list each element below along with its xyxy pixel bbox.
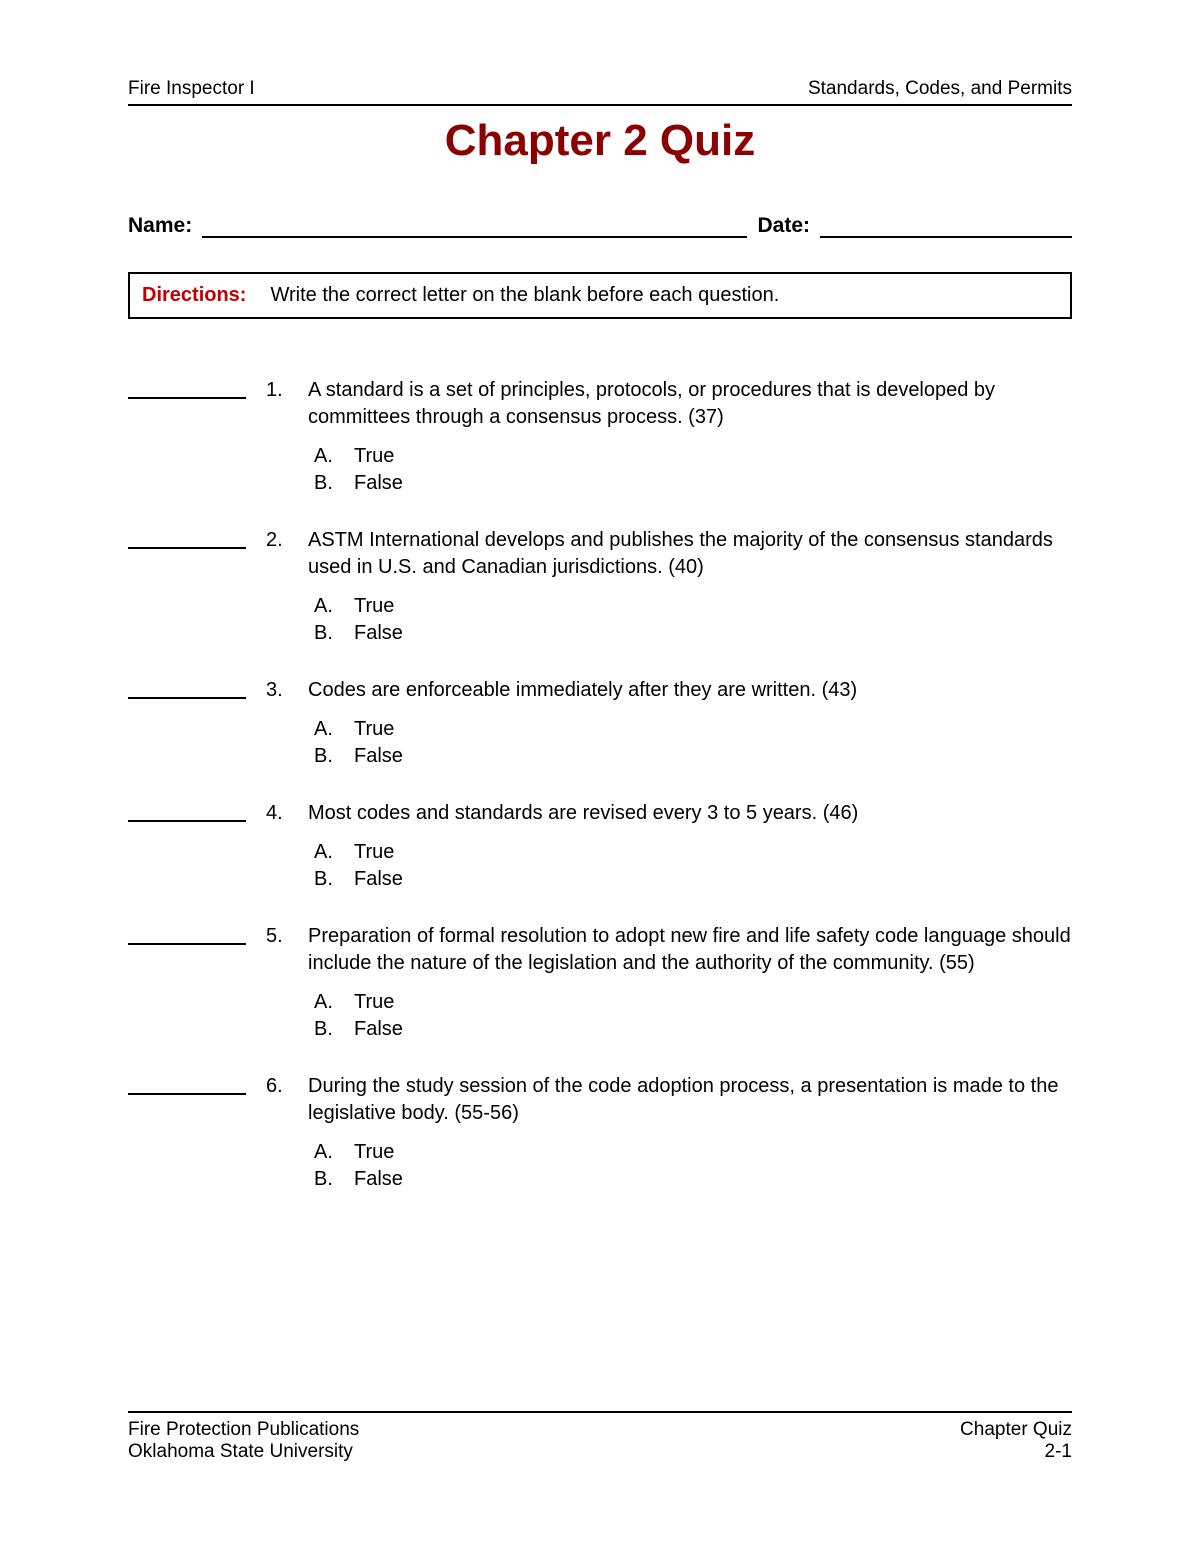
header-right: Standards, Codes, and Permits <box>808 78 1072 100</box>
option-a: A.True <box>314 989 1072 1016</box>
footer-section: Chapter Quiz <box>960 1419 1072 1441</box>
question-options: A.True B.False <box>308 1139 1072 1193</box>
option-text: True <box>354 716 394 743</box>
question-number: 4. <box>266 800 308 893</box>
answer-blank[interactable] <box>128 679 246 699</box>
question-item: 6. During the study session of the code … <box>128 1073 1072 1193</box>
option-b: B.False <box>314 1166 1072 1193</box>
answer-blank[interactable] <box>128 925 246 945</box>
footer-publisher: Fire Protection Publications <box>128 1419 359 1441</box>
option-b: B.False <box>314 620 1072 647</box>
option-text: False <box>354 620 403 647</box>
option-letter: A. <box>314 989 354 1016</box>
footer-university: Oklahoma State University <box>128 1441 359 1463</box>
option-b: B.False <box>314 866 1072 893</box>
option-letter: A. <box>314 1139 354 1166</box>
question-text: A standard is a set of principles, proto… <box>308 377 1072 431</box>
option-letter: B. <box>314 1016 354 1043</box>
option-a: A.True <box>314 716 1072 743</box>
answer-blank[interactable] <box>128 529 246 549</box>
quiz-title: Chapter 2 Quiz <box>128 116 1072 166</box>
question-options: A.True B.False <box>308 716 1072 770</box>
question-text: Codes are enforceable immediately after … <box>308 677 1072 704</box>
question-text: Most codes and standards are revised eve… <box>308 800 1072 827</box>
question-item: 5. Preparation of formal resolution to a… <box>128 923 1072 1043</box>
option-a: A.True <box>314 1139 1072 1166</box>
answer-blank[interactable] <box>128 379 246 399</box>
option-letter: B. <box>314 620 354 647</box>
option-text: True <box>354 1139 394 1166</box>
directions-box: Directions: Write the correct letter on … <box>128 272 1072 319</box>
header-left: Fire Inspector I <box>128 78 255 100</box>
question-number: 6. <box>266 1073 308 1193</box>
question-item: 2. ASTM International develops and publi… <box>128 527 1072 647</box>
option-letter: A. <box>314 716 354 743</box>
option-b: B.False <box>314 470 1072 497</box>
option-letter: B. <box>314 743 354 770</box>
footer-page-number: 2-1 <box>960 1441 1072 1463</box>
option-letter: A. <box>314 839 354 866</box>
option-text: True <box>354 839 394 866</box>
question-text: ASTM International develops and publishe… <box>308 527 1072 581</box>
question-options: A.True B.False <box>308 593 1072 647</box>
name-date-row: Name: Date: <box>128 214 1072 238</box>
date-label: Date: <box>757 214 810 238</box>
question-options: A.True B.False <box>308 443 1072 497</box>
question-item: 3. Codes are enforceable immediately aft… <box>128 677 1072 770</box>
question-number: 3. <box>266 677 308 770</box>
name-label: Name: <box>128 214 192 238</box>
option-text: True <box>354 989 394 1016</box>
option-b: B.False <box>314 1016 1072 1043</box>
questions-list: 1. A standard is a set of principles, pr… <box>128 377 1072 1193</box>
question-text: During the study session of the code ado… <box>308 1073 1072 1127</box>
answer-blank[interactable] <box>128 1075 246 1095</box>
question-item: 1. A standard is a set of principles, pr… <box>128 377 1072 497</box>
option-a: A.True <box>314 593 1072 620</box>
option-letter: B. <box>314 866 354 893</box>
option-text: False <box>354 470 403 497</box>
option-text: True <box>354 593 394 620</box>
option-letter: B. <box>314 1166 354 1193</box>
option-text: False <box>354 1166 403 1193</box>
option-text: False <box>354 743 403 770</box>
option-text: False <box>354 866 403 893</box>
question-item: 4. Most codes and standards are revised … <box>128 800 1072 893</box>
question-text: Preparation of formal resolution to adop… <box>308 923 1072 977</box>
option-letter: B. <box>314 470 354 497</box>
option-text: False <box>354 1016 403 1043</box>
option-text: True <box>354 443 394 470</box>
option-letter: A. <box>314 593 354 620</box>
question-options: A.True B.False <box>308 989 1072 1043</box>
question-number: 1. <box>266 377 308 497</box>
option-letter: A. <box>314 443 354 470</box>
option-b: B.False <box>314 743 1072 770</box>
date-input-line[interactable] <box>820 215 1072 238</box>
page-footer: Fire Protection Publications Oklahoma St… <box>128 1411 1072 1463</box>
question-number: 2. <box>266 527 308 647</box>
question-options: A.True B.False <box>308 839 1072 893</box>
question-number: 5. <box>266 923 308 1043</box>
directions-text: Write the correct letter on the blank be… <box>270 284 779 307</box>
option-a: A.True <box>314 839 1072 866</box>
name-input-line[interactable] <box>202 215 747 238</box>
page-header: Fire Inspector I Standards, Codes, and P… <box>128 78 1072 106</box>
directions-label: Directions: <box>142 284 246 307</box>
option-a: A.True <box>314 443 1072 470</box>
answer-blank[interactable] <box>128 802 246 822</box>
